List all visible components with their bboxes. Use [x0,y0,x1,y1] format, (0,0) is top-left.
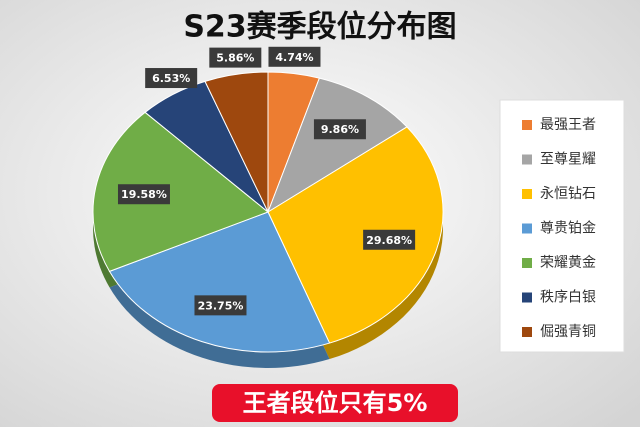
slice [267,126,444,344]
data-label-box [209,47,262,68]
chart-title: S23赛季段位分布图 [183,10,456,45]
legend-swatch [522,223,532,234]
data-label-box [268,46,321,67]
data-label: 23.75% [198,299,244,312]
data-label: 6.53% [152,72,190,85]
annotation-banner [212,384,458,422]
data-label: 29.68% [366,234,412,247]
legend-swatch [522,189,532,199]
legend-label: 尊贵铂金 [540,220,596,237]
data-label-box [145,68,198,89]
legend-swatch [522,258,532,268]
slice [108,211,331,353]
legend-label: 荣耀黄金 [540,254,596,271]
legend-label: 秩序白银 [540,290,596,306]
legend-box [499,99,625,353]
legend-label: 永恒钻石 [540,186,596,202]
annotation: 王者段位只有5% [243,389,428,417]
slice [267,77,408,214]
legend-swatch [522,154,532,165]
legend-swatch [522,292,532,303]
data-label: 4.74% [275,51,313,64]
data-label-box [363,229,416,250]
legend-label: 倔强青铜 [540,324,596,340]
legend-swatch [522,120,532,130]
data-label: 5.86% [216,52,254,65]
legend-label: 最强王者 [540,117,596,133]
legend-swatch [522,327,532,337]
data-label: 19.58% [121,188,167,201]
slice [204,71,269,213]
data-label-box [313,119,366,140]
data-label-box [194,295,247,316]
data-label: 9.86% [321,123,359,136]
slice [92,111,269,272]
data-label-box [117,184,170,205]
legend-label: 至尊星耀 [540,151,596,168]
